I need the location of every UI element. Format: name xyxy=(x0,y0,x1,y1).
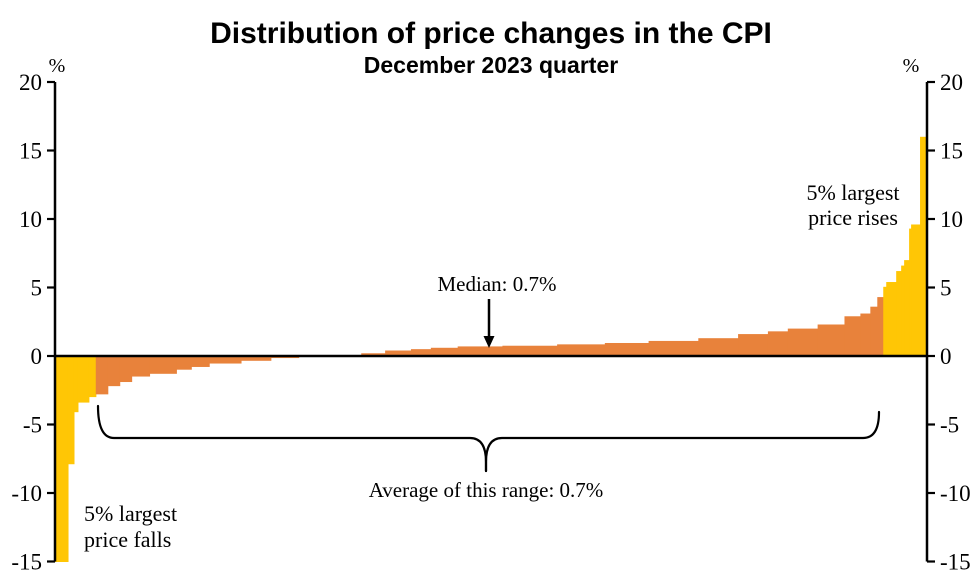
falls-label-line1: 5% largest xyxy=(84,501,177,526)
bar xyxy=(698,338,739,356)
y-tick-label-right: 0 xyxy=(940,344,952,369)
chart-subtitle: December 2023 quarter xyxy=(364,52,618,78)
bar xyxy=(920,136,928,356)
bar xyxy=(149,356,177,374)
y-tick-label-right: -5 xyxy=(940,413,959,438)
y-tick-label-left: 20 xyxy=(19,70,42,95)
y-tick-label-left: 0 xyxy=(31,344,43,369)
bar xyxy=(877,297,884,356)
bar xyxy=(95,356,109,395)
bar xyxy=(410,349,432,356)
axis-ticks-group: 20 20 15 15 10 10 5 5 0 0 -5 -5 -10 -10 -15 -15 xyxy=(11,70,970,575)
y-tick-label-left: 10 xyxy=(19,207,42,232)
y-tick-label-right: -10 xyxy=(940,481,971,506)
bars-group xyxy=(55,136,928,562)
bar xyxy=(886,282,897,356)
bar xyxy=(787,328,819,356)
bar xyxy=(557,344,606,356)
bar xyxy=(55,356,69,562)
bar xyxy=(457,346,504,356)
bar xyxy=(870,306,878,356)
bar xyxy=(502,345,558,356)
bar xyxy=(817,324,846,356)
rises-label-line1: 5% largest xyxy=(806,180,899,205)
y-tick-label-right: 10 xyxy=(940,207,963,232)
bar xyxy=(131,356,151,377)
bar xyxy=(883,286,887,356)
y-tick-label-left: -5 xyxy=(23,413,42,438)
bar xyxy=(901,265,905,356)
bar xyxy=(896,271,902,356)
bar xyxy=(77,356,90,403)
bar xyxy=(860,313,871,356)
bar xyxy=(430,347,459,356)
bar xyxy=(648,340,699,356)
bar xyxy=(738,334,769,356)
bar xyxy=(844,316,861,356)
bar xyxy=(176,356,192,370)
bar xyxy=(191,356,210,367)
bar xyxy=(107,356,121,387)
y-tick-label-right: 20 xyxy=(940,70,963,95)
range-brace-left xyxy=(96,404,488,473)
bar xyxy=(911,224,921,356)
median-arrow-head xyxy=(483,336,495,348)
average-annotation: Average of this range: 0.7% xyxy=(369,478,604,502)
bar xyxy=(385,350,412,356)
bar xyxy=(119,356,133,383)
falls-label-line2: price falls xyxy=(84,527,171,552)
bar xyxy=(361,353,386,356)
y-tick-label-right: 5 xyxy=(940,276,952,301)
y-tick-label-left: 5 xyxy=(31,276,43,301)
page-title: Distribution of price changes in the CPI xyxy=(210,17,772,50)
y-tick-label-left: -15 xyxy=(11,550,42,575)
y-tick-label-right: -15 xyxy=(940,550,971,575)
rises-label-line2: price rises xyxy=(808,205,898,230)
bar xyxy=(209,356,242,364)
bar xyxy=(67,356,75,465)
y-tick-label-right: 15 xyxy=(940,139,963,164)
bar xyxy=(767,331,789,356)
bar xyxy=(88,356,97,398)
range-brace-right xyxy=(484,410,881,473)
bar xyxy=(240,356,272,361)
unit-label-left: % xyxy=(49,55,66,77)
bar xyxy=(909,228,912,356)
unit-label-right: % xyxy=(903,55,920,77)
y-tick-label-left: -10 xyxy=(11,481,42,506)
bar xyxy=(604,342,650,356)
bar xyxy=(73,356,79,413)
median-annotation: Median: 0.7% xyxy=(438,272,557,296)
bar xyxy=(904,260,910,356)
y-tick-label-left: 15 xyxy=(19,139,42,164)
